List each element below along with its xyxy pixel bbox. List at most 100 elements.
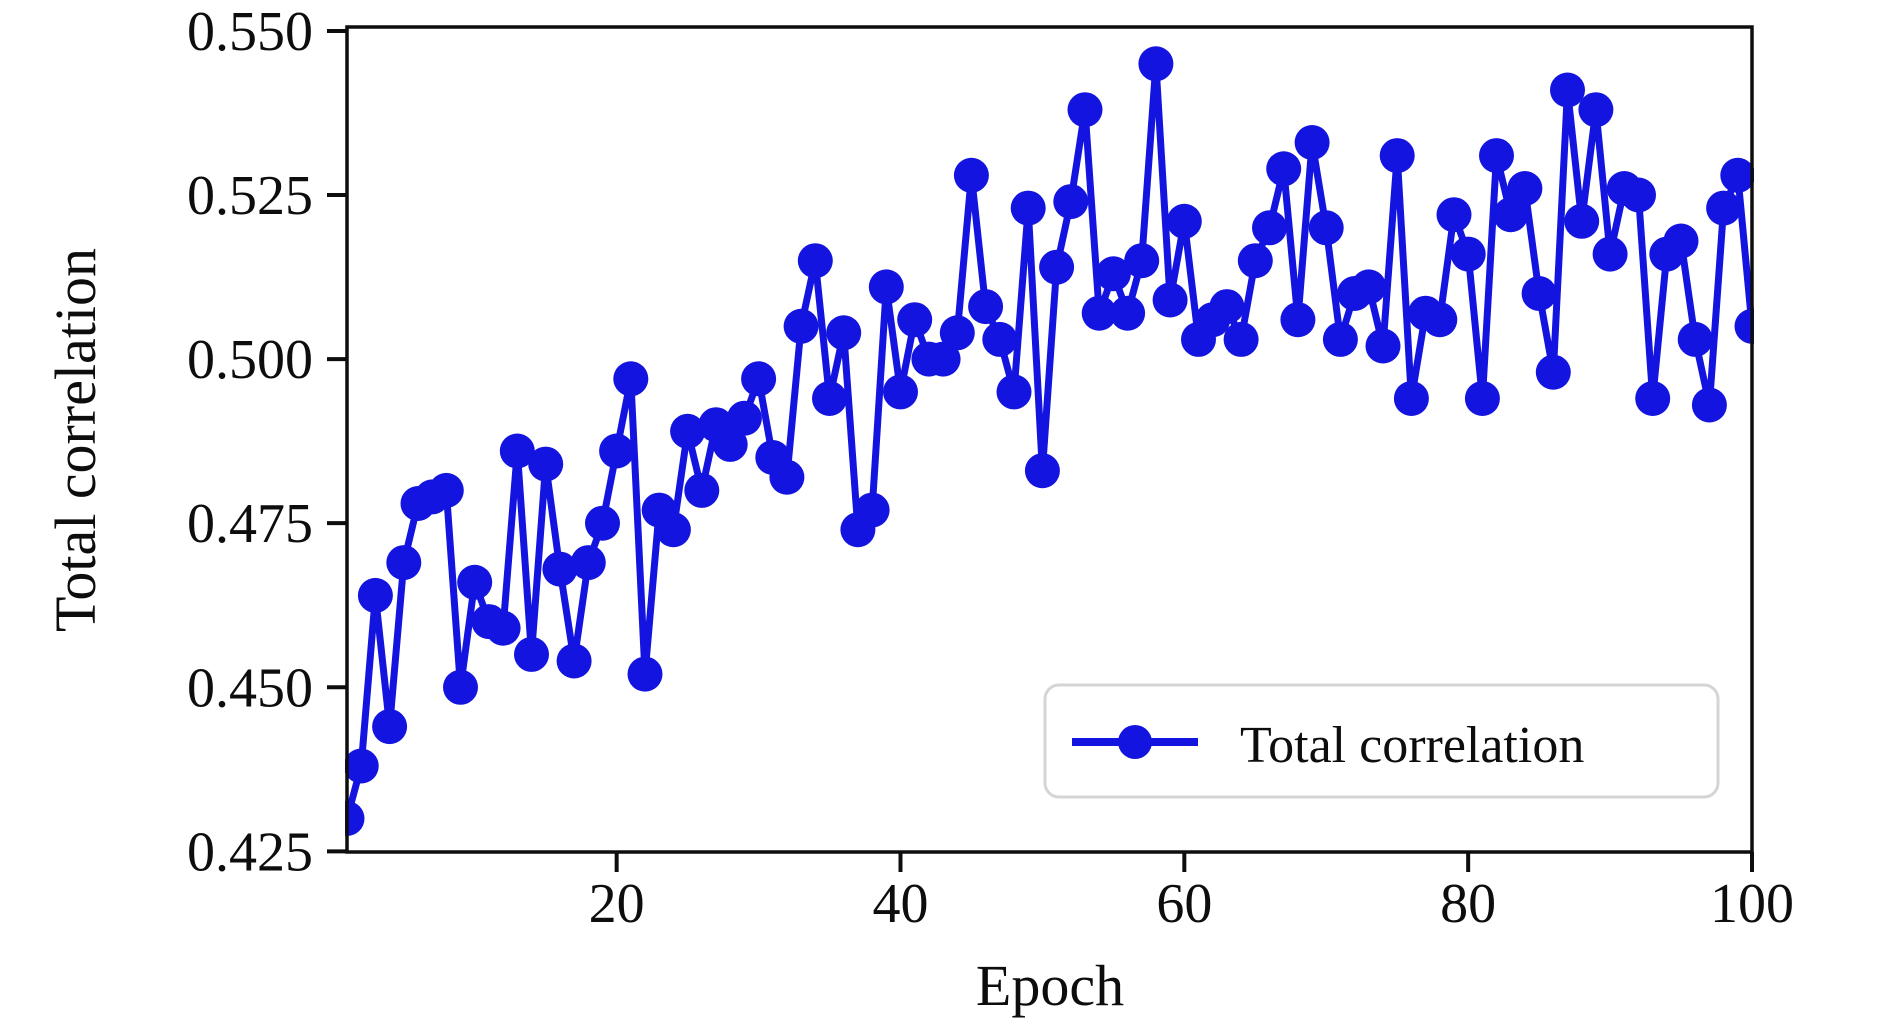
data-point-marker bbox=[868, 269, 904, 305]
data-point-marker bbox=[1237, 243, 1273, 279]
data-point-marker bbox=[485, 610, 521, 646]
y-tick-label: 0.425 bbox=[187, 821, 313, 883]
data-point-marker bbox=[1564, 203, 1600, 239]
data-point-marker bbox=[570, 545, 606, 581]
data-series-markers bbox=[345, 46, 1754, 836]
data-point-marker bbox=[655, 512, 691, 548]
data-point-marker bbox=[1621, 177, 1656, 213]
data-point-marker bbox=[542, 551, 578, 587]
legend-box bbox=[1043, 683, 1720, 799]
data-point-marker bbox=[1010, 190, 1046, 226]
data-point-marker bbox=[883, 374, 918, 410]
data-point-marker bbox=[443, 669, 478, 705]
data-point-marker bbox=[826, 315, 862, 351]
legend-label: Total correlation bbox=[1240, 717, 1584, 774]
data-point-marker bbox=[1493, 197, 1529, 233]
data-point-marker bbox=[1280, 302, 1316, 338]
data-point-marker bbox=[345, 748, 379, 784]
data-point-marker bbox=[996, 374, 1032, 410]
x-tick-label: 60 bbox=[1156, 873, 1212, 935]
data-point-marker bbox=[797, 243, 833, 279]
data-point-marker bbox=[1521, 276, 1557, 311]
data-point-marker bbox=[613, 361, 649, 397]
data-point-marker bbox=[1379, 138, 1415, 174]
data-point-marker bbox=[953, 157, 989, 193]
data-point-marker bbox=[1677, 321, 1713, 357]
data-point-marker bbox=[1351, 269, 1387, 305]
data-point-marker bbox=[1294, 125, 1330, 160]
data-point-marker bbox=[1152, 282, 1188, 318]
data-point-marker bbox=[1706, 190, 1742, 226]
y-tick-label: 0.525 bbox=[187, 165, 313, 227]
data-point-marker bbox=[670, 413, 706, 449]
data-point-marker bbox=[741, 361, 777, 397]
data-point-marker bbox=[1024, 453, 1060, 489]
data-point-marker bbox=[428, 472, 464, 508]
x-tick-label: 80 bbox=[1440, 873, 1496, 935]
y-axis-ticks: 0.425 0.450 0.475 0.500 0.525 0.550 bbox=[187, 1, 347, 883]
data-point-marker bbox=[726, 400, 762, 436]
data-point-marker bbox=[1592, 236, 1628, 272]
data-point-marker bbox=[1663, 223, 1699, 259]
data-point-marker bbox=[1095, 256, 1131, 292]
data-point-marker bbox=[684, 472, 720, 508]
y-tick-label: 0.550 bbox=[187, 1, 313, 63]
data-point-marker bbox=[1691, 387, 1727, 423]
data-point-marker bbox=[1550, 72, 1585, 108]
data-point-marker bbox=[1535, 354, 1571, 390]
data-point-marker bbox=[1464, 381, 1500, 416]
data-point-marker bbox=[1578, 92, 1614, 128]
x-tick-label: 40 bbox=[872, 873, 928, 935]
data-point-marker bbox=[1635, 381, 1671, 416]
data-point-marker bbox=[345, 801, 365, 836]
data-point-marker bbox=[1166, 203, 1202, 239]
y-tick-label: 0.475 bbox=[187, 493, 313, 555]
data-point-marker bbox=[528, 446, 564, 482]
data-point-marker bbox=[1479, 138, 1514, 174]
data-point-marker bbox=[499, 433, 535, 469]
data-point-marker bbox=[1436, 197, 1472, 233]
x-tick-label: 20 bbox=[589, 873, 645, 935]
data-point-marker bbox=[1053, 184, 1089, 220]
data-point-marker bbox=[1223, 321, 1259, 357]
legend: Total correlation bbox=[1043, 683, 1720, 799]
data-point-marker bbox=[897, 302, 933, 338]
data-point-marker bbox=[1393, 381, 1429, 416]
y-tick-label: 0.500 bbox=[187, 329, 313, 391]
data-point-marker bbox=[514, 636, 549, 672]
y-tick-label: 0.450 bbox=[187, 657, 313, 719]
data-point-marker bbox=[556, 643, 592, 679]
data-point-marker bbox=[1308, 210, 1344, 246]
legend-marker-icon bbox=[1118, 725, 1152, 759]
data-point-marker bbox=[1209, 289, 1245, 325]
data-point-marker bbox=[925, 341, 961, 377]
data-point-marker bbox=[1124, 243, 1160, 279]
data-point-marker bbox=[372, 709, 408, 745]
data-point-marker bbox=[1110, 295, 1146, 331]
data-point-marker bbox=[1039, 249, 1075, 285]
data-point-marker bbox=[1322, 321, 1358, 357]
data-point-marker bbox=[968, 289, 1004, 325]
x-axis-ticks: 20 40 60 80 100 bbox=[589, 852, 1794, 935]
data-point-marker bbox=[357, 577, 393, 613]
data-point-marker bbox=[1266, 151, 1302, 187]
data-point-marker bbox=[1422, 302, 1458, 338]
data-point-marker bbox=[1252, 210, 1287, 246]
y-axis-label: Total correlation bbox=[43, 248, 108, 632]
data-point-marker bbox=[457, 564, 493, 600]
data-point-marker bbox=[982, 321, 1018, 357]
axes-spines bbox=[345, 25, 1754, 854]
data-point-marker bbox=[854, 492, 890, 528]
data-point-marker bbox=[599, 433, 635, 469]
data-point-marker bbox=[627, 656, 663, 692]
data-point-marker bbox=[1365, 328, 1401, 364]
x-axis-label: Epoch bbox=[976, 953, 1124, 1018]
data-point-marker bbox=[1734, 308, 1754, 344]
data-point-marker bbox=[585, 505, 620, 541]
data-point-marker bbox=[1720, 157, 1754, 193]
data-point-marker bbox=[1507, 171, 1543, 206]
data-point-marker bbox=[386, 545, 422, 581]
x-tick-label: 100 bbox=[1710, 873, 1794, 935]
